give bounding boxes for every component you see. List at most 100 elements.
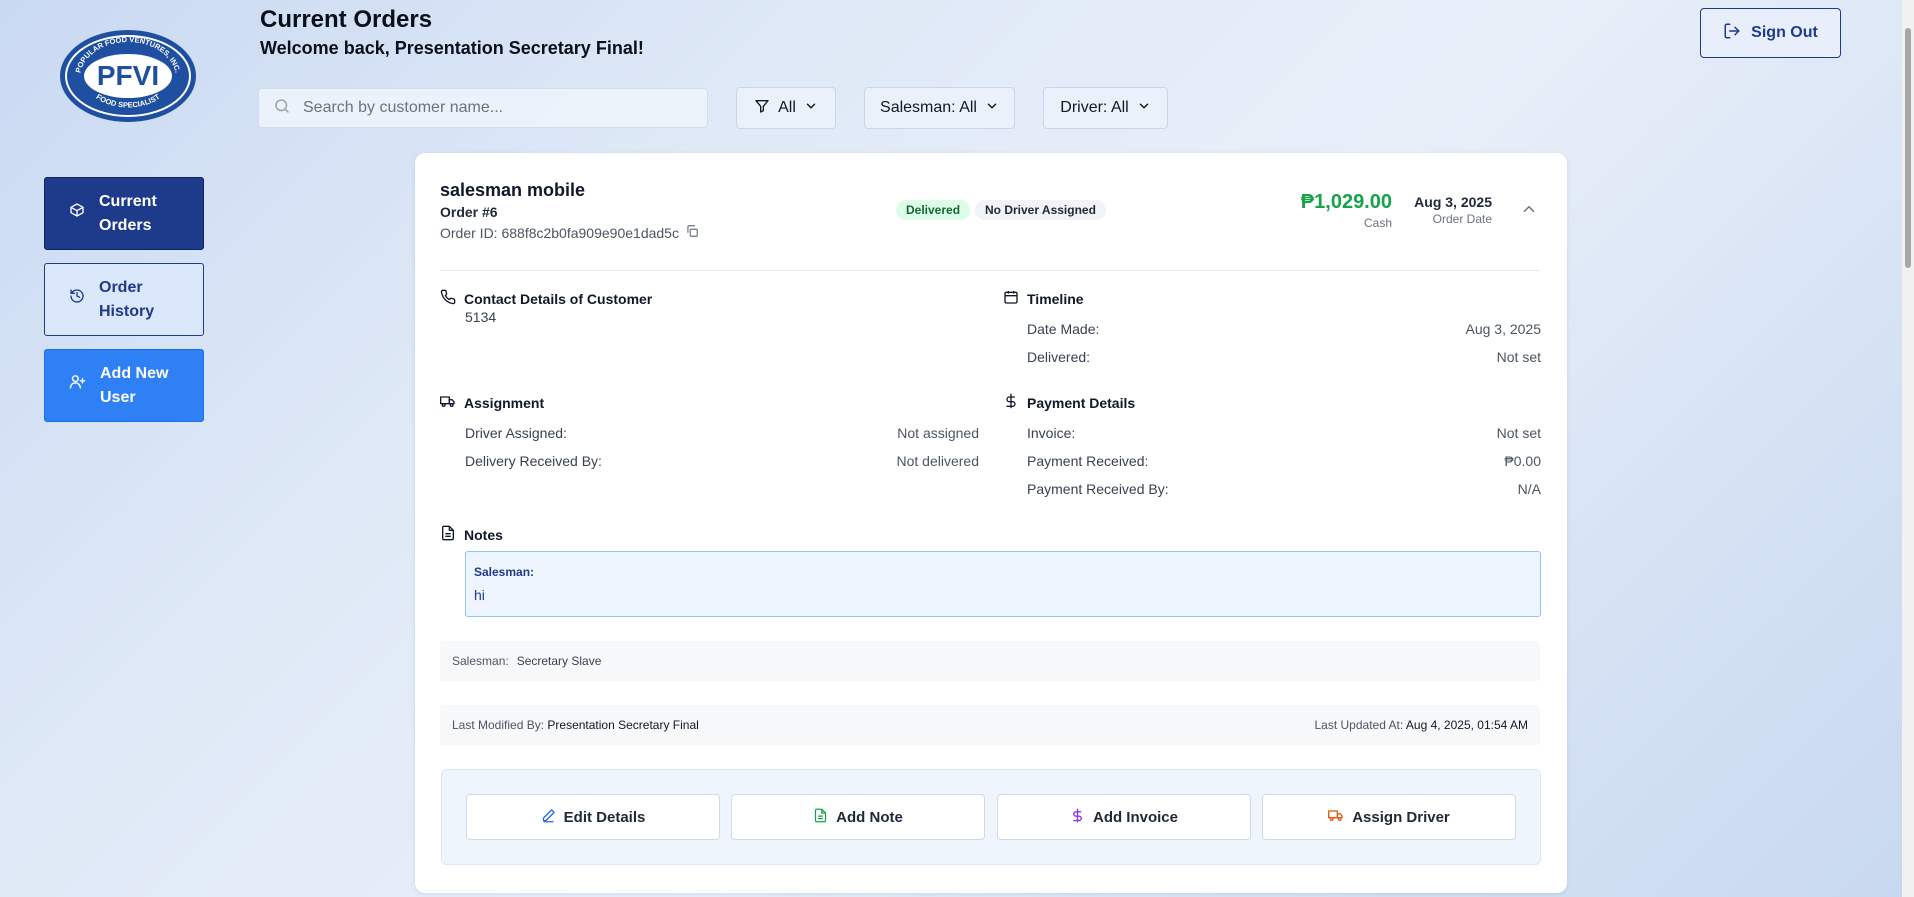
assign-driver-button[interactable]: Assign Driver	[1262, 794, 1516, 840]
sign-out-icon	[1723, 22, 1741, 45]
row-value: Not set	[1496, 349, 1541, 365]
sidebar-item-label: Add New User	[100, 364, 169, 406]
notes-title-label: Notes	[464, 526, 503, 543]
copy-icon[interactable]	[685, 224, 699, 241]
order-amount: ₱1,029.00	[1300, 191, 1392, 213]
driver-filter-value: Driver: All	[1060, 99, 1129, 116]
assignment-row: Driver Assigned: Not assigned	[465, 425, 979, 441]
salesman-filter-value: Salesman: All	[880, 99, 977, 116]
row-label: Invoice:	[1027, 425, 1076, 441]
timeline-row: Delivered: Not set	[1027, 349, 1541, 365]
sidebar-item-order-history[interactable]: Order History	[44, 263, 204, 336]
row-value: Aug 3, 2025	[1465, 321, 1541, 337]
assign-driver-label: Assign Driver	[1352, 808, 1450, 826]
timeline-section-title: Timeline	[1003, 289, 1084, 308]
order-id-text: Order ID: 688f8c2b0fa909e90e1dad5c	[440, 224, 679, 241]
page-scrollbar-thumb[interactable]	[1905, 28, 1911, 268]
user-plus-icon	[69, 373, 86, 398]
last-modified-strip: Last Modified By: Presentation Secretary…	[440, 705, 1540, 745]
add-note-button[interactable]: Add Note	[731, 794, 985, 840]
status-filter-value: All	[778, 99, 796, 116]
modified-by: Last Modified By: Presentation Secretary…	[452, 718, 699, 732]
filter-icon	[754, 98, 770, 119]
order-date: Aug 3, 2025	[1414, 194, 1492, 210]
box-icon	[69, 202, 85, 226]
contact-phone-value: 5134	[465, 309, 497, 325]
search-input[interactable]	[303, 99, 683, 117]
status-badge: Delivered	[896, 200, 971, 220]
salesman-value: Secretary Slave	[516, 654, 602, 668]
calendar-icon	[1003, 289, 1019, 308]
row-value: Not assigned	[897, 425, 979, 441]
chevron-up-icon[interactable]	[1520, 200, 1538, 218]
chevron-down-icon	[804, 99, 818, 118]
assignment-section-title: Assignment	[440, 393, 544, 412]
dollar-icon	[1070, 808, 1085, 827]
truck-icon	[1328, 807, 1344, 827]
driver-badge: No Driver Assigned	[975, 200, 1106, 220]
row-label: Driver Assigned:	[465, 425, 567, 441]
assignment-row: Delivery Received By: Not delivered	[465, 453, 979, 469]
payment-row: Payment Received: ₱0.00	[1027, 453, 1541, 469]
notes-section-title: Notes	[440, 525, 503, 544]
payment-row: Invoice: Not set	[1027, 425, 1541, 441]
row-label: Delivered:	[1027, 349, 1091, 365]
assignment-title-label: Assignment	[464, 394, 545, 411]
note-text: hi	[474, 587, 485, 603]
sidebar-item-current-orders[interactable]: Current Orders	[44, 177, 204, 250]
sign-out-button[interactable]: Sign Out	[1700, 8, 1841, 58]
search-icon	[273, 97, 291, 120]
note-entry: Salesman: hi	[465, 551, 1541, 617]
status-filter-dropdown[interactable]: All	[736, 87, 836, 129]
salesman-label: Salesman:	[452, 654, 509, 668]
sign-out-label: Sign Out	[1751, 24, 1818, 41]
payment-method: Cash	[1363, 216, 1392, 230]
pfvi-logo: POPULAR FOOD VENTURES, INC. PFVI FOOD SP…	[58, 28, 198, 124]
pencil-icon	[541, 808, 556, 827]
updated-at-value: Aug 4, 2025, 01:54 AM	[1405, 718, 1528, 732]
updated-at-label: Last Updated At:	[1314, 718, 1404, 732]
modified-by-value: Presentation Secretary Final	[547, 718, 699, 732]
row-label: Delivery Received By:	[465, 453, 602, 469]
add-invoice-button[interactable]: Add Invoice	[997, 794, 1251, 840]
search-box[interactable]	[258, 88, 708, 128]
payment-row: Payment Received By: N/A	[1027, 481, 1541, 497]
history-icon	[69, 288, 85, 312]
chevron-down-icon	[1137, 99, 1151, 118]
phone-icon	[440, 289, 456, 308]
salesman-strip: Salesman: Secretary Slave	[440, 641, 1540, 681]
modified-by-label: Last Modified By:	[452, 718, 545, 732]
driver-filter-dropdown[interactable]: Driver: All	[1043, 87, 1168, 129]
document-icon	[440, 525, 456, 544]
sidebar-item-add-user[interactable]: Add New User	[44, 349, 204, 422]
timeline-row: Date Made: Aug 3, 2025	[1027, 321, 1541, 337]
contact-title-label: Contact Details of Customer	[464, 290, 653, 307]
truck-icon	[440, 393, 456, 412]
sidebar-item-label: Order History	[99, 278, 155, 320]
edit-details-button[interactable]: Edit Details	[466, 794, 720, 840]
order-number: Order #6	[440, 204, 498, 220]
row-value: Not delivered	[896, 453, 980, 469]
chevron-down-icon	[985, 99, 999, 118]
salesman-filter-dropdown[interactable]: Salesman: All	[864, 87, 1015, 129]
welcome-message: Welcome back, Presentation Secretary Fin…	[260, 38, 644, 58]
customer-name: salesman mobile	[440, 180, 586, 200]
contact-section-title: Contact Details of Customer	[440, 289, 652, 308]
row-value: ₱0.00	[1504, 453, 1541, 469]
payment-section-title: Payment Details	[1003, 393, 1135, 412]
file-text-icon	[813, 808, 828, 827]
row-label: Date Made:	[1027, 321, 1100, 337]
payment-title-label: Payment Details	[1027, 394, 1136, 411]
order-id: Order ID: 688f8c2b0fa909e90e1dad5c	[440, 224, 699, 241]
updated-at: Last Updated At: Aug 4, 2025, 01:54 AM	[1315, 718, 1529, 732]
card-divider	[440, 270, 1540, 271]
add-note-label: Add Note	[836, 808, 903, 826]
logo-main-text: PFVI	[97, 60, 159, 91]
row-label: Payment Received By:	[1027, 481, 1169, 497]
dollar-icon	[1003, 393, 1019, 412]
order-date-label: Order Date	[1432, 212, 1492, 226]
sidebar-item-label: Current Orders	[99, 192, 157, 234]
row-value: N/A	[1517, 481, 1541, 497]
edit-details-label: Edit Details	[563, 808, 646, 826]
row-label: Payment Received:	[1027, 453, 1149, 469]
